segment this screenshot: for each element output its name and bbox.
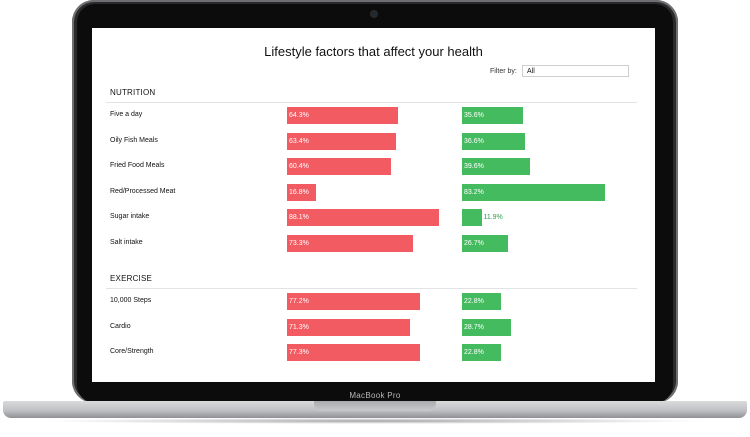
positive-bar[interactable]: 28.7% [462, 318, 512, 336]
section-divider [106, 288, 637, 289]
negative-bar[interactable]: 88.1% [287, 209, 439, 226]
negative-bar[interactable]: 77.3% [287, 344, 420, 361]
row-label: 10,000 Steps [110, 297, 152, 304]
section-divider [106, 102, 637, 103]
negative-bar[interactable]: 73.3% [287, 234, 414, 252]
row-label: Sugar intake [110, 213, 150, 220]
positive-bar[interactable] [462, 209, 483, 226]
negative-bar[interactable]: 63.4% [287, 132, 397, 150]
app-screen: Lifestyle factors that affect your healt… [92, 28, 655, 382]
positive-bar[interactable]: 36.6% [462, 132, 525, 150]
negative-bar[interactable]: 64.3% [287, 107, 398, 124]
row-label: Salt intake [110, 238, 143, 246]
positive-bar[interactable]: 39.6% [462, 158, 531, 175]
page-title: Lifestyle factors that affect your healt… [264, 44, 483, 59]
camera-icon [371, 11, 377, 17]
laptop-notch [314, 401, 436, 411]
filter-label: Filter by: [490, 68, 517, 75]
negative-bar[interactable]: 60.4% [287, 158, 391, 175]
row-label: Five a day [110, 111, 143, 118]
row-label: Fried Food Meals [110, 162, 165, 169]
device-label: MacBook Pro [349, 391, 401, 400]
row-label: Oily Fish Meals [110, 136, 158, 144]
negative-bar[interactable]: 71.3% [287, 318, 410, 336]
filter-select[interactable]: All [522, 65, 629, 77]
positive-bar-label: 11.9% [483, 214, 503, 221]
negative-bar[interactable]: 16.8% [287, 183, 316, 201]
row-label: Core/Strength [110, 348, 154, 355]
positive-bar[interactable]: 35.6% [462, 107, 524, 124]
positive-bar[interactable]: 22.8% [462, 293, 502, 310]
negative-bar[interactable]: 77.2% [287, 293, 420, 310]
section-title: NUTRITION [110, 88, 156, 97]
row-label: Red/Processed Meat [110, 187, 176, 195]
positive-bar[interactable]: 26.7% [462, 234, 508, 252]
laptop-shadow [40, 418, 710, 424]
positive-bar[interactable]: 22.8% [462, 344, 502, 361]
row-label: Cardio [110, 322, 131, 330]
section-title: EXERCISE [110, 274, 153, 283]
positive-bar[interactable]: 83.2% [462, 183, 606, 201]
